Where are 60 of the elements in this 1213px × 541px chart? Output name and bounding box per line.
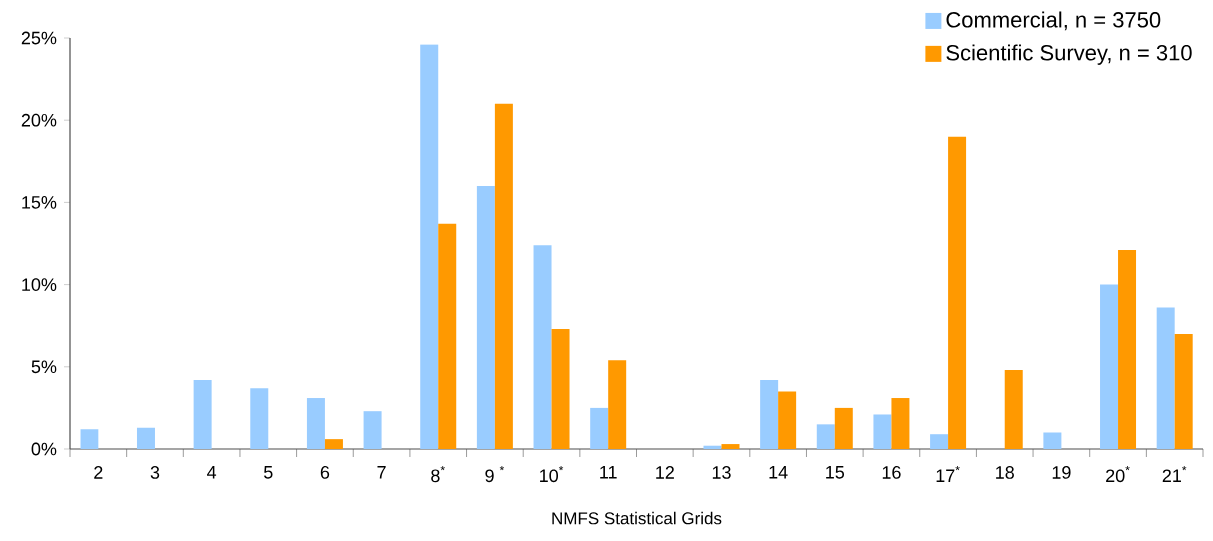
bar — [306, 398, 325, 449]
bar — [703, 445, 722, 449]
legend-label: Scientific Survey, n = 310 — [946, 44, 1192, 65]
bar — [80, 429, 99, 449]
x-tick-label: 17$^{*}$ — [936, 466, 960, 482]
y-tick-label: 20% — [21, 113, 57, 127]
x-tick-label: 10$^{*}$ — [540, 466, 564, 483]
bar — [533, 245, 552, 449]
bar — [1100, 284, 1119, 449]
bar — [324, 439, 343, 449]
x-tick-label: 5 — [264, 466, 273, 479]
x-tick-label: 11 — [600, 466, 617, 479]
bar — [778, 391, 797, 449]
x-tick-label: 4 — [207, 466, 217, 479]
bar — [438, 223, 457, 449]
bar — [760, 379, 779, 449]
bar — [1156, 307, 1175, 449]
bar — [930, 434, 949, 449]
x-tick-label: 12 — [656, 466, 674, 479]
x-tick-label: 13 — [712, 466, 731, 479]
y-tick-label: 0% — [31, 442, 57, 456]
bar — [250, 388, 269, 449]
y-tick-label: 15% — [22, 196, 57, 209]
bar — [590, 407, 609, 449]
bar — [494, 103, 513, 449]
bar — [136, 427, 155, 449]
x-tick-label: 15 — [826, 466, 845, 479]
bar — [873, 414, 892, 449]
bar — [551, 328, 570, 449]
bar — [1043, 432, 1062, 449]
bar — [891, 398, 910, 449]
x-tick-label: 2 — [94, 466, 103, 479]
y-tick-label: 5% — [31, 360, 57, 374]
y-tick-label: 25% — [21, 31, 57, 45]
bar — [721, 444, 740, 449]
x-tick-label: 3 — [150, 466, 160, 479]
bar — [834, 407, 853, 449]
legend-label: Commercial, n = 3750 — [946, 11, 1161, 31]
bar — [948, 136, 967, 449]
y-tick-label: 10% — [22, 278, 57, 291]
x-tick-label: 6 — [320, 466, 330, 479]
bar — [193, 379, 212, 449]
bar — [476, 185, 495, 449]
x-tick-label: 19 — [1052, 466, 1071, 479]
x-tick-label: 14 — [769, 466, 788, 479]
bar — [363, 411, 382, 449]
x-tick-label: 18 — [996, 466, 1014, 479]
x-tick-label: 16 — [882, 466, 901, 479]
bar — [1004, 370, 1023, 449]
bar — [1174, 333, 1193, 449]
x-axis-title: NMFS Statistical Grids — [552, 511, 722, 525]
bar — [608, 360, 627, 449]
bar — [420, 44, 439, 449]
x-tick-label: 20$^{*}$ — [1106, 466, 1130, 483]
x-tick-label: 7 — [377, 466, 386, 479]
x-tick-label: 21$^{*}$ — [1162, 466, 1187, 482]
x-tick-label: 8$^{*}$ — [431, 466, 445, 483]
bar — [1118, 250, 1137, 449]
x-tick-label: 9 $^{*}$ — [485, 466, 505, 483]
bar — [816, 424, 835, 449]
